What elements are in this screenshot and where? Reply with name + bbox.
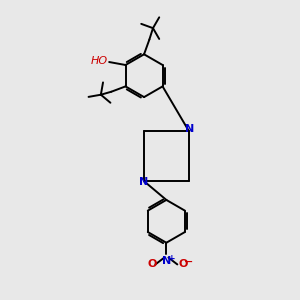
Text: O: O: [178, 260, 188, 269]
Text: O: O: [147, 260, 157, 269]
Text: N: N: [184, 124, 194, 134]
Text: N: N: [162, 256, 172, 266]
Text: HO: HO: [91, 56, 108, 66]
Text: −: −: [184, 257, 194, 267]
Text: +: +: [168, 254, 175, 263]
Text: N: N: [139, 177, 148, 188]
